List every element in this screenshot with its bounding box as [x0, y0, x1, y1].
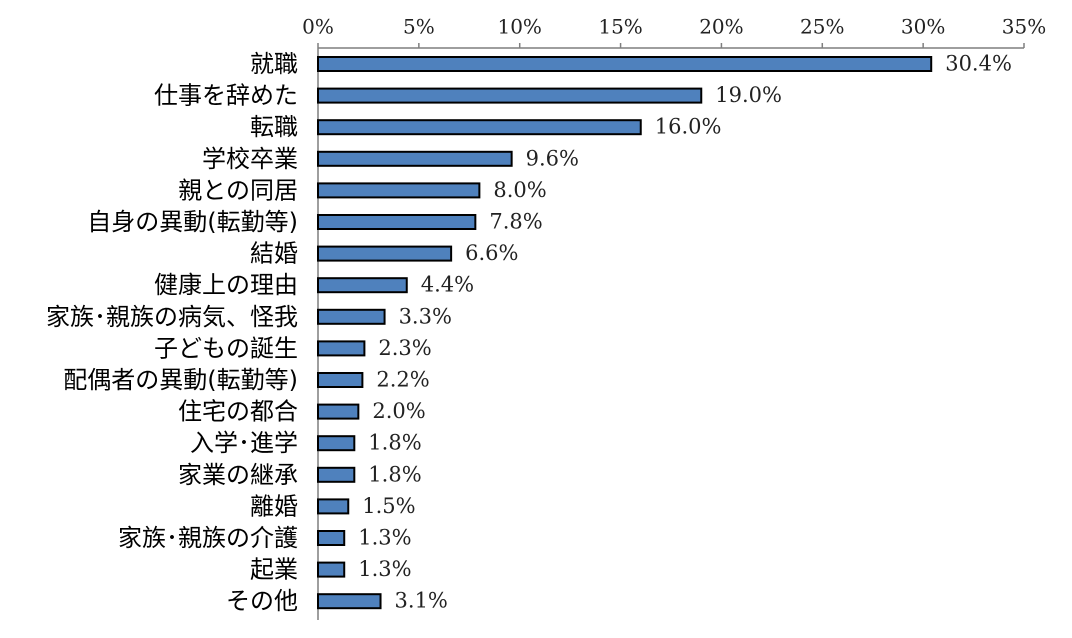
category-label: 健康上の理由 [154, 271, 298, 299]
data-label: 16.0% [655, 115, 722, 139]
category-label: その他 [226, 587, 298, 615]
bar [317, 498, 350, 515]
x-tick-label: 25% [800, 15, 844, 39]
bar [317, 119, 642, 136]
data-label: 2.0% [372, 399, 425, 423]
data-label: 1.8% [368, 431, 421, 455]
bar [317, 214, 477, 230]
category-label: 入学･進学 [190, 429, 298, 457]
category-label: 転職 [250, 113, 298, 141]
data-label: 9.6% [526, 146, 579, 170]
data-label: 6.6% [465, 241, 518, 265]
x-axis: 0% 5% 10% 15% 20% 25% 30% 35% [302, 15, 1046, 620]
bar [317, 308, 386, 325]
data-label: 30.4% [945, 52, 1012, 76]
category-label: 家族･親族の病気、怪我 [46, 303, 298, 331]
data-label: 1.5% [362, 494, 415, 518]
data-label: 8.0% [493, 178, 546, 202]
category-label: 就職 [250, 50, 298, 78]
bar [317, 56, 933, 72]
data-label: 1.3% [358, 526, 411, 550]
category-label: 家業の継承 [178, 461, 298, 489]
category-label: 子どもの誕生 [154, 334, 298, 362]
bar [317, 403, 360, 420]
x-tick-label: 20% [699, 15, 743, 39]
x-tick-label: 0% [302, 15, 334, 39]
data-label: 2.3% [378, 336, 431, 360]
bar [317, 150, 513, 167]
x-tick-label: 30% [901, 15, 945, 39]
category-label: 住宅の都合 [178, 398, 298, 426]
data-label: 1.3% [358, 557, 411, 581]
category-label: 配偶者の異動(転勤等) [63, 366, 298, 394]
data-label: 19.0% [715, 83, 782, 107]
bar [317, 530, 346, 546]
bar [317, 466, 356, 483]
bar [317, 340, 366, 357]
bar [317, 372, 364, 388]
bar [317, 182, 481, 199]
x-tick-label: 5% [403, 15, 435, 39]
data-label: 2.2% [376, 368, 429, 392]
data-label: 1.8% [368, 462, 421, 486]
category-label: 学校卒業 [202, 145, 298, 173]
category-label: 仕事を辞めた [154, 82, 298, 110]
category-label: 結婚 [250, 240, 298, 268]
data-label: 4.4% [421, 273, 474, 297]
bar [317, 561, 346, 578]
category-label: 自身の異動(転勤等) [87, 208, 298, 236]
category-label: 離婚 [250, 492, 298, 520]
data-label: 3.3% [399, 304, 452, 328]
category-label: 家族･親族の介護 [118, 524, 298, 552]
data-label: 7.8% [489, 210, 542, 234]
bars [317, 56, 933, 610]
bar [317, 277, 408, 294]
data-label: 3.1% [395, 589, 448, 613]
category-label: 親との同居 [178, 176, 298, 204]
x-tick-label: 35% [1002, 15, 1046, 39]
x-tick-label: 10% [497, 15, 541, 39]
bar [317, 435, 356, 452]
bar [317, 87, 703, 104]
bar [317, 593, 382, 610]
value-labels: 30.4% 19.0% 16.0% 9.6% 8.0% 7.8% 6.6% 4.4% 3.3% 2… [358, 52, 1012, 613]
bar [317, 245, 453, 262]
category-label: 起業 [250, 556, 298, 584]
x-tick-label: 15% [598, 15, 642, 39]
